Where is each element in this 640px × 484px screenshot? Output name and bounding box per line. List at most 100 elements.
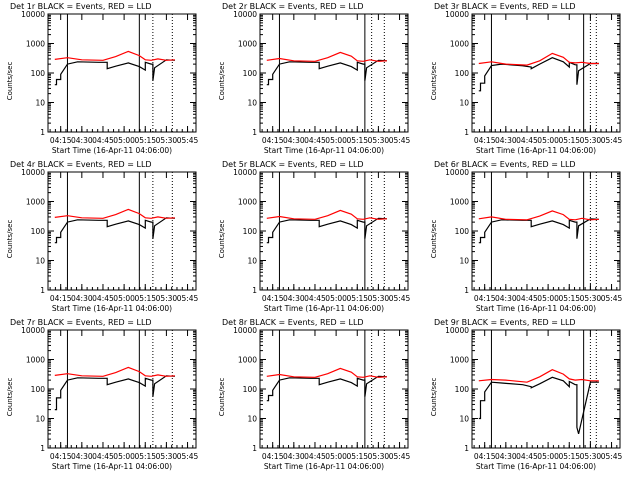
y-tick-label: 1000 bbox=[26, 40, 45, 49]
x-tick-label: 04:45 bbox=[516, 294, 538, 303]
x-tick-label: 04:15 bbox=[50, 294, 72, 303]
plot-frame bbox=[471, 13, 621, 133]
x-tick-label: 05:15 bbox=[134, 136, 156, 145]
y-tick-label: 10 bbox=[459, 257, 469, 266]
panel-title: Det 5r BLACK = Events, RED = LLD bbox=[222, 160, 364, 169]
y-tick-label: 100 bbox=[243, 385, 258, 394]
y-tick-label: 1000 bbox=[450, 356, 469, 365]
panel-title: Det 1r BLACK = Events, RED = LLD bbox=[10, 2, 152, 11]
plot-frame bbox=[47, 171, 197, 291]
y-tick-label: 10000 bbox=[21, 10, 45, 19]
y-tick-label: 10000 bbox=[233, 10, 257, 19]
x-tick-label: 05:15 bbox=[558, 452, 580, 461]
y-tick-label: 1000 bbox=[238, 356, 257, 365]
x-tick-label: 05:30 bbox=[580, 294, 602, 303]
x-tick-label: 05:00 bbox=[113, 452, 135, 461]
x-tick-label: 04:45 bbox=[92, 294, 114, 303]
y-tick-label: 10000 bbox=[445, 326, 469, 335]
y-axis-label: Counts/sec bbox=[6, 62, 14, 101]
lld-series-line bbox=[266, 209, 387, 220]
x-axis-label: Start Time (16-Apr-11 04:06:00) bbox=[264, 146, 384, 155]
x-tick-label: 05:15 bbox=[134, 294, 156, 303]
panel-title: Det 7r BLACK = Events, RED = LLD bbox=[10, 318, 152, 327]
panel-det-7: Det 7r BLACK = Events, RED = LLD 1 10 100 10… bbox=[6, 318, 199, 471]
y-tick-label: 10000 bbox=[21, 326, 45, 335]
x-tick-label: 05:15 bbox=[558, 294, 580, 303]
x-tick-label: 04:30 bbox=[495, 452, 517, 461]
y-tick-label: 1000 bbox=[26, 198, 45, 207]
y-tick-label: 1000 bbox=[26, 356, 45, 365]
y-tick-label: 10000 bbox=[233, 168, 257, 177]
plot-frame bbox=[259, 13, 409, 133]
x-tick-label: 04:15 bbox=[50, 136, 72, 145]
lld-series-line bbox=[478, 369, 599, 383]
x-tick-label: 04:30 bbox=[283, 136, 305, 145]
panel-det-8: Det 8r BLACK = Events, RED = LLD 1 10 100 10… bbox=[218, 318, 411, 471]
x-tick-label: 05:15 bbox=[558, 136, 580, 145]
y-tick-label: 1 bbox=[464, 286, 469, 295]
x-tick-label: 05:45 bbox=[389, 294, 411, 303]
panel-title: Det 9r BLACK = Events, RED = LLD bbox=[434, 318, 576, 327]
x-tick-label: 04:15 bbox=[474, 452, 496, 461]
x-tick-label: 04:45 bbox=[304, 452, 326, 461]
y-axis-label: Counts/sec bbox=[218, 62, 226, 101]
events-series-line bbox=[266, 217, 387, 244]
x-tick-label: 05:45 bbox=[601, 452, 623, 461]
y-tick-label: 10 bbox=[35, 257, 45, 266]
x-tick-label: 04:45 bbox=[516, 452, 538, 461]
y-axis-label: Counts/sec bbox=[6, 220, 14, 259]
x-tick-label: 05:45 bbox=[601, 294, 623, 303]
x-tick-label: 05:00 bbox=[113, 294, 135, 303]
y-tick-label: 1 bbox=[252, 444, 257, 453]
x-axis-label: Start Time (16-Apr-11 04:06:00) bbox=[264, 462, 384, 471]
x-tick-label: 05:15 bbox=[346, 294, 368, 303]
panel-det-4: Det 4r BLACK = Events, RED = LLD 1 10 100 10… bbox=[6, 160, 199, 313]
panel-det-1: Det 1r BLACK = Events, RED = LLD 1 10 100 10… bbox=[6, 2, 199, 155]
x-tick-label: 04:15 bbox=[262, 136, 284, 145]
y-tick-label: 100 bbox=[455, 69, 470, 78]
y-tick-label: 10 bbox=[247, 257, 257, 266]
x-axis-label: Start Time (16-Apr-11 04:06:00) bbox=[52, 146, 172, 155]
x-axis-label: Start Time (16-Apr-11 04:06:00) bbox=[476, 462, 596, 471]
y-tick-label: 1 bbox=[40, 444, 45, 453]
x-tick-label: 04:30 bbox=[495, 136, 517, 145]
y-tick-label: 100 bbox=[455, 227, 470, 236]
events-series-line bbox=[478, 57, 599, 92]
y-axis-label: Counts/sec bbox=[218, 378, 226, 417]
panel-title: Det 6r BLACK = Events, RED = LLD bbox=[434, 160, 576, 169]
y-tick-label: 1000 bbox=[450, 198, 469, 207]
x-axis-label: Start Time (16-Apr-11 04:06:00) bbox=[476, 146, 596, 155]
x-tick-label: 04:15 bbox=[262, 294, 284, 303]
panel-det-9: Det 9r BLACK = Events, RED = LLD 1 10 100 10… bbox=[430, 318, 623, 471]
x-tick-label: 04:30 bbox=[71, 136, 93, 145]
x-tick-label: 05:15 bbox=[134, 452, 156, 461]
x-tick-label: 04:30 bbox=[71, 294, 93, 303]
x-tick-label: 04:30 bbox=[495, 294, 517, 303]
lld-series-line bbox=[54, 208, 175, 219]
panel-title: Det 8r BLACK = Events, RED = LLD bbox=[222, 318, 364, 327]
lld-series-line bbox=[478, 210, 599, 221]
x-tick-label: 05:30 bbox=[580, 452, 602, 461]
x-tick-label: 04:15 bbox=[474, 294, 496, 303]
x-axis-label: Start Time (16-Apr-11 04:06:00) bbox=[264, 304, 384, 313]
panel-title: Det 3r BLACK = Events, RED = LLD bbox=[434, 2, 576, 11]
x-tick-label: 05:00 bbox=[537, 294, 559, 303]
events-series-line bbox=[478, 376, 599, 435]
y-tick-label: 10000 bbox=[21, 168, 45, 177]
x-tick-label: 04:30 bbox=[283, 294, 305, 303]
x-tick-label: 04:45 bbox=[92, 452, 114, 461]
x-tick-label: 04:30 bbox=[71, 452, 93, 461]
y-axis-label: Counts/sec bbox=[430, 62, 438, 101]
y-tick-label: 10 bbox=[459, 99, 469, 108]
y-tick-label: 1 bbox=[40, 286, 45, 295]
y-axis-label: Counts/sec bbox=[430, 220, 438, 259]
x-tick-label: 04:15 bbox=[50, 452, 72, 461]
y-tick-label: 100 bbox=[31, 227, 46, 236]
x-tick-label: 04:45 bbox=[92, 136, 114, 145]
y-tick-label: 1000 bbox=[450, 40, 469, 49]
y-tick-label: 100 bbox=[455, 385, 470, 394]
lld-series-line bbox=[266, 51, 387, 62]
plot-frame bbox=[259, 329, 409, 449]
x-tick-label: 04:15 bbox=[262, 452, 284, 461]
y-tick-label: 1000 bbox=[238, 40, 257, 49]
